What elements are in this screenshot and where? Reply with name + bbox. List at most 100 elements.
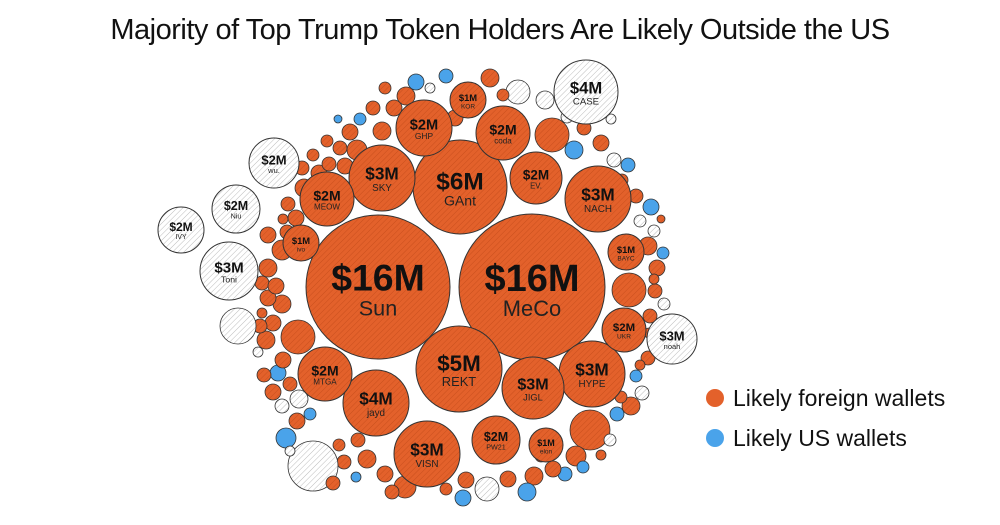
us-wallet-bubble — [642, 198, 660, 216]
bubble-holder-label: jayd — [366, 408, 385, 419]
bubble-circle — [553, 59, 619, 125]
unclassified-wallet-bubble — [634, 385, 650, 401]
foreign-wallet-bubble — [621, 396, 641, 416]
bubble-circle — [528, 427, 564, 463]
bubble-value-label: $2M — [484, 430, 508, 444]
bubble-circle — [348, 144, 416, 212]
foreign-wallet-bubble — [544, 460, 562, 478]
bubble-circle — [342, 369, 410, 437]
foreign-wallet-bubble — [656, 214, 666, 224]
legend-item-us: Likely US wallets — [706, 418, 945, 458]
foreign-wallet-bubble — [499, 470, 517, 488]
bubble-holder-label: GHP — [415, 131, 434, 141]
bubble-value-label: $16M — [331, 257, 425, 299]
legend-label-foreign: Likely foreign wallets — [733, 384, 946, 411]
foreign-wallet-bubble — [277, 213, 289, 225]
foreign-wallet-bubble — [357, 449, 377, 469]
bubble-value-label: $1M — [537, 438, 555, 448]
foreign-wallet-bubble — [378, 81, 392, 95]
legend-swatch-us — [706, 429, 724, 447]
bubble-value-label: $2M — [313, 187, 340, 203]
bubble-circle — [395, 99, 453, 157]
bubble-circle — [646, 313, 698, 365]
us-wallet-bubble — [353, 112, 367, 126]
bubble-value-label: $2M — [410, 117, 438, 133]
us-wallet-bubble — [564, 140, 584, 160]
foreign-wallet-bubble — [524, 466, 544, 486]
foreign-wallet-bubble — [595, 449, 607, 461]
us-wallet-bubble — [656, 246, 670, 260]
bubble-circle — [471, 415, 521, 465]
bubble-holder-label: MTGA — [313, 378, 337, 387]
foreign-wallet-bubble — [280, 319, 316, 355]
foreign-wallet-bubble — [288, 412, 306, 430]
unclassified-wallet-bubble — [633, 214, 647, 228]
foreign-wallet-bubble — [648, 273, 660, 285]
foreign-wallet-bubble — [648, 259, 666, 277]
foreign-wallet-bubble — [372, 121, 392, 141]
bubble-value-label: $5M — [437, 351, 481, 376]
foreign-wallet-bubble — [592, 134, 610, 152]
unclassified-wallet-bubble — [252, 346, 264, 358]
bubble-holder-label: REKT — [442, 374, 477, 389]
bubble-holder-label: UKR — [617, 334, 631, 341]
foreign-wallet-bubble — [341, 123, 359, 141]
bubble-holder-label: KOR — [461, 103, 475, 110]
bubble-value-label: $4M — [570, 79, 602, 98]
us-wallet-bubble — [576, 460, 590, 474]
unclassified-wallet-bubble — [287, 440, 339, 492]
foreign-wallet-bubble — [256, 307, 268, 319]
foreign-wallet-bubble — [634, 359, 646, 371]
bubble-holder-label: coda — [494, 137, 512, 146]
bubble-circle — [607, 233, 645, 271]
us-wallet-bubble — [454, 489, 472, 507]
bubble-holder-label: MEOW — [314, 203, 340, 212]
chart-title: Majority of Top Trump Token Holders Are … — [110, 14, 890, 46]
foreign-wallet-bubble — [396, 86, 416, 106]
foreign-wallet-bubble — [332, 438, 346, 452]
bubble-circle — [501, 356, 565, 420]
foreign-wallet-bubble — [457, 471, 475, 489]
foreign-wallet-bubble — [385, 99, 403, 117]
bubble-value-label: $2M — [311, 362, 338, 378]
bubble-circle — [475, 105, 531, 161]
us-wallet-bubble — [517, 482, 537, 502]
bubble-holder-label: PW21 — [486, 443, 506, 452]
foreign-wallet-bubble — [642, 308, 658, 324]
bubble-circle — [211, 184, 261, 234]
bubble-value-label: $1M — [459, 92, 477, 103]
bubble-value-label: $3M — [575, 360, 608, 380]
bubble-circle — [564, 165, 632, 233]
foreign-wallet-bubble — [496, 88, 510, 102]
bubble-holder-label: wu. — [267, 166, 280, 175]
foreign-wallet-bubble — [384, 484, 400, 500]
bubble-holder-label: JIGL — [523, 392, 543, 402]
foreign-wallet-bubble — [259, 289, 277, 307]
us-wallet-bubble — [350, 471, 362, 483]
unclassified-wallet-bubble — [274, 398, 290, 414]
unclassified-wallet-bubble — [289, 389, 309, 409]
foreign-wallet-bubble — [306, 148, 320, 162]
foreign-wallet-bubble — [264, 314, 282, 332]
bubble-holder-label: elon — [540, 448, 553, 455]
bubble-circle — [305, 214, 451, 360]
bubble-value-label: $3M — [517, 376, 548, 394]
foreign-wallet-bubble — [321, 156, 337, 172]
unclassified-wallet-bubble — [535, 90, 555, 110]
bubble-circle — [415, 325, 503, 413]
unclassified-wallet-bubble — [647, 224, 661, 238]
bubble-holder-label: BAYC — [617, 255, 635, 262]
foreign-wallet-bubble — [376, 465, 394, 483]
bubble-value-label: $3M — [581, 185, 614, 205]
